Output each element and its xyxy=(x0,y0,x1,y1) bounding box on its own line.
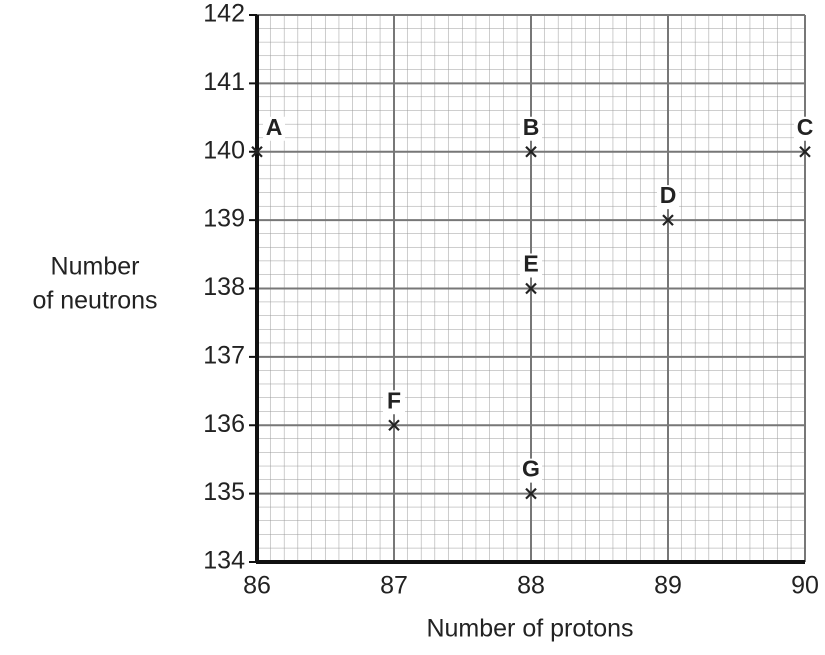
data-point xyxy=(662,214,674,226)
y-tick-label: 140 xyxy=(203,136,245,164)
point-cross xyxy=(388,419,400,432)
label-bg xyxy=(520,458,542,483)
point-cross xyxy=(525,487,537,500)
label-bg xyxy=(657,185,679,210)
y-axis-label: Number xyxy=(51,253,140,281)
y-tick-label: 142 xyxy=(203,0,245,28)
point-cross xyxy=(525,282,537,295)
x-tick-label: 88 xyxy=(517,572,545,600)
label-bg xyxy=(520,253,542,278)
data-point xyxy=(388,419,400,432)
data-point xyxy=(525,282,537,295)
point-label: F xyxy=(387,387,401,413)
data-point xyxy=(525,487,537,500)
point-label: B xyxy=(523,114,540,140)
y-tick-label: 136 xyxy=(203,410,245,438)
point-label: C xyxy=(797,114,814,140)
point-label: D xyxy=(660,182,677,208)
point-label: G xyxy=(522,456,540,482)
data-point xyxy=(525,145,537,158)
point-cross xyxy=(662,214,674,226)
y-tick-label: 135 xyxy=(203,478,245,506)
x-tick-label: 89 xyxy=(654,572,682,600)
x-tick-label: 86 xyxy=(243,572,271,600)
label-bg xyxy=(383,390,405,415)
y-tick-label: 138 xyxy=(203,273,245,301)
point-cross xyxy=(251,145,263,158)
x-axis-label: Number of protons xyxy=(426,615,633,643)
label-bg xyxy=(263,116,285,141)
x-tick-label: 87 xyxy=(380,572,408,600)
y-tick-label: 141 xyxy=(203,68,245,96)
label-bg xyxy=(794,116,816,141)
data-point xyxy=(251,145,263,158)
data-point xyxy=(799,145,811,158)
y-tick-label: 134 xyxy=(203,547,245,575)
y-axis-label: of neutrons xyxy=(32,287,157,315)
y-tick-label: 139 xyxy=(203,205,245,233)
y-tick-label: 137 xyxy=(203,341,245,369)
label-bg xyxy=(520,116,542,141)
plot-area: 86 87 88 89 90 134 135 136 137 138 139 140 141 142 A B C… xyxy=(203,0,819,600)
point-cross xyxy=(799,145,811,158)
point-label: E xyxy=(523,251,538,277)
point-cross xyxy=(525,145,537,158)
point-label: A xyxy=(266,114,283,140)
x-tick-label: 90 xyxy=(791,572,819,600)
